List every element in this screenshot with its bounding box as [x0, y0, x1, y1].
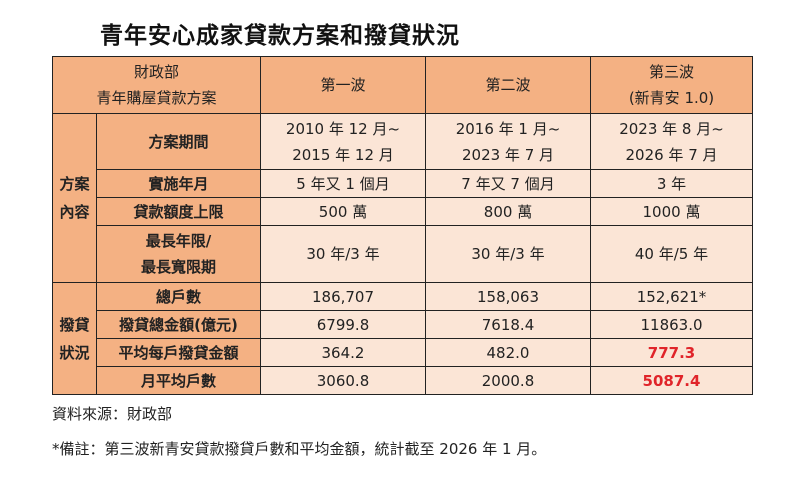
table-row: 撥貸 狀況 總戶數 186,707 158,063 152,621* [52, 282, 753, 395]
wave3-header: 第三波 (新青安 1.0) [590, 56, 753, 114]
wave3-line1: 第三波 [648, 63, 694, 81]
corner-line1: 財政部 [133, 63, 179, 81]
cell: 30 年/3 年 [260, 225, 426, 283]
row-label: 平均每戶撥貸金額 [96, 338, 261, 367]
wave1-header: 第一波 [260, 56, 426, 114]
loan-table: 財政部青年購屋貸款方案 第一波 第二波 第三波 (新青安 1.0) 方案 內容 方案… [52, 56, 753, 395]
cell: 186,707 [260, 282, 426, 311]
cell-line: 2026 年 7 月 [625, 145, 718, 164]
row-label: 最長年限/最長寬限期 [96, 225, 261, 283]
row-label: 月平均戶數 [96, 366, 261, 395]
cell: 7 年又 7 個月 [425, 169, 591, 198]
cell: 482.0 [425, 338, 591, 367]
label-line: 最長寬限期 [140, 258, 216, 276]
cell: 5 年又 1 個月 [260, 169, 426, 198]
footnote: *備註：第三波新青安貸款撥貸戶數和平均金額，統計截至 2026 年 1 月。 [52, 440, 547, 458]
cell: 3060.8 [260, 366, 426, 395]
cell-line: 2023 年 7 月 [461, 145, 555, 164]
table-row: 撥貸總金額(億元) 6799.8 7618.4 11863.0 [53, 310, 753, 339]
row-label: 貸款額度上限 [96, 197, 261, 226]
corner-header: 財政部青年購屋貸款方案 [52, 56, 261, 114]
cell: 2016 年 1 月~ 2023 年 7 月 [425, 113, 591, 170]
cell-line: 2010 年 12 月~ [285, 119, 401, 138]
cell: 2010 年 12 月~ 2015 年 12 月 [260, 113, 426, 170]
header-row: 財政部青年購屋貸款方案 第一波 第二波 第三波 (新青安 1.0) [52, 56, 753, 114]
cell: 500 萬 [260, 197, 426, 226]
wave2-header: 第二波 [425, 56, 591, 114]
wave3-line2: (新青安 1.0) [628, 89, 715, 107]
corner-line2: 青年購屋貸款方案 [96, 89, 217, 107]
cell: 3 年 [590, 169, 753, 198]
group-loan: 撥貸 狀況 [52, 282, 97, 395]
table-row: 平均每戶撥貸金額 364.2 482.0 777.3 [53, 338, 753, 367]
cell-line: 2023 年 8 月~ [619, 119, 724, 138]
cell: 2023 年 8 月~ 2026 年 7 月 [590, 113, 753, 170]
cell-line: 2016 年 1 月~ [455, 119, 561, 138]
row-label: 撥貸總金額(億元) [96, 310, 261, 339]
label-line: 最長年限/ [145, 232, 212, 250]
group-plan: 方案 內容 [52, 113, 97, 283]
row-label: 實施年月 [96, 169, 261, 198]
cell: 7618.4 [425, 310, 591, 339]
cell: 30 年/3 年 [425, 225, 591, 283]
table-row: 貸款額度上限 500 萬 800 萬 1000 萬 [53, 197, 753, 226]
cell: 2000.8 [425, 366, 591, 395]
source-note: 資料來源：財政部 [52, 405, 173, 423]
cell: 152,621* [590, 282, 753, 311]
page-title: 青年安心成家貸款方案和撥貸狀況 [100, 23, 460, 49]
row-label: 方案期間 [96, 113, 261, 170]
cell: 40 年/5 年 [590, 225, 753, 283]
cell: 6799.8 [260, 310, 426, 339]
table-row: 月平均戶數 3060.8 2000.8 5087.4 [53, 366, 753, 395]
table-row: 最長年限/最長寬限期 30 年/3 年 30 年/3 年 40 年/5 年 [53, 225, 753, 283]
highlight-cell: 5087.4 [590, 366, 753, 395]
cell-line: 2015 年 12 月 [292, 145, 394, 164]
cell: 364.2 [260, 338, 426, 367]
row-label: 總戶數 [96, 282, 261, 311]
cell: 1000 萬 [590, 197, 753, 226]
cell: 158,063 [425, 282, 591, 311]
table-row: 方案 內容 方案期間 2010 年 12 月~ 2015 年 12 月 2016 年… [52, 113, 753, 283]
cell: 800 萬 [425, 197, 591, 226]
highlight-cell: 777.3 [590, 338, 753, 367]
table-row: 實施年月 5 年又 1 個月 7 年又 7 個月 3 年 [53, 169, 753, 198]
cell: 11863.0 [590, 310, 753, 339]
